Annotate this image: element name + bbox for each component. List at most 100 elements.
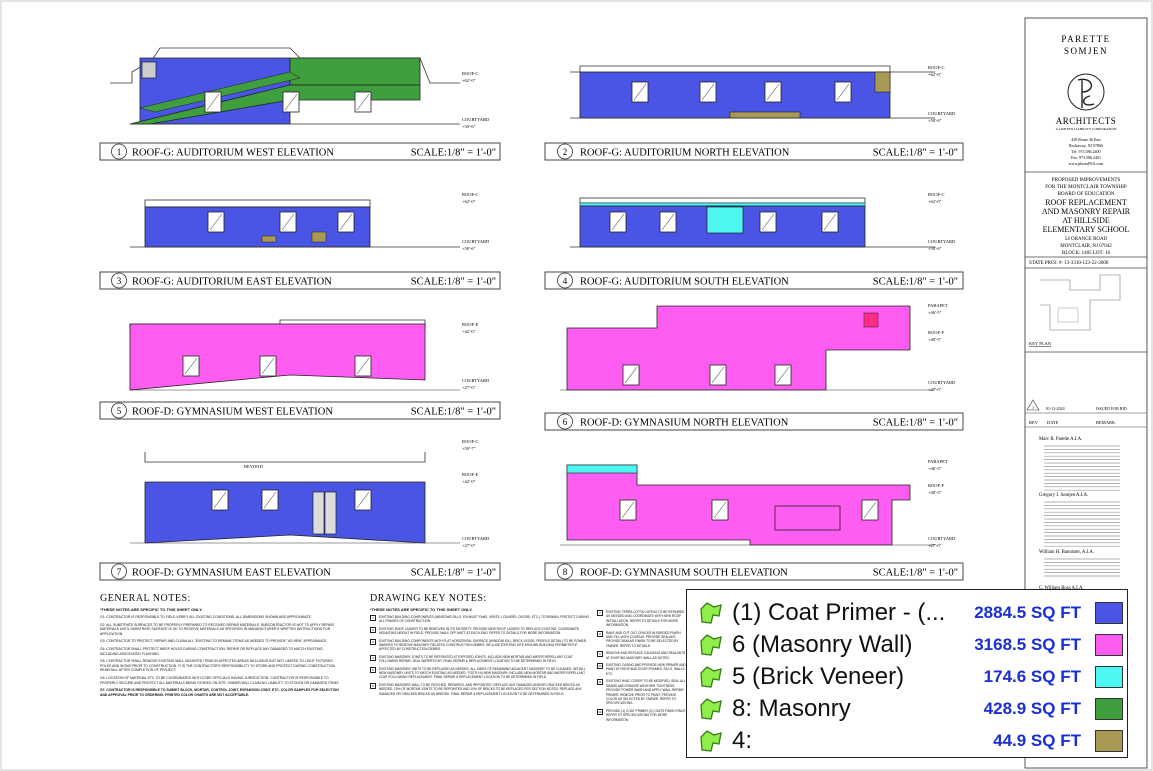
window-glyph-diagonal: [611, 213, 625, 231]
elev7-roof-e: ROOF-E: [462, 472, 479, 477]
elev6-roof-f: ROOF-F: [928, 330, 945, 335]
window-glyph-diagonal: [776, 366, 790, 384]
firm-name-1: PARETTE: [1061, 34, 1110, 44]
legend-row[interactable]: 5 (Brick Veneer) 174.6 SQ FT: [687, 662, 1127, 692]
key-note-11: EXISTING HVAC COVER TO BE MODIFIED. SEAL…: [606, 679, 686, 706]
elevation-1-number: 1: [117, 147, 122, 157]
key-plan: [1040, 274, 1121, 331]
rev-header: REV: [1029, 420, 1039, 425]
window-glyph-diagonal: [836, 83, 850, 101]
elevation-5: 5 ROOF-D: GYMNASIUM WEST ELEVATION SCALE…: [99, 319, 501, 420]
legend-swatch: [1095, 602, 1123, 624]
general-note-g6: G6. LOCATION OF MATERIAL ETC TO BE COORD…: [100, 675, 340, 685]
window-glyph-diagonal: [863, 501, 877, 519]
elevation-6-scale: SCALE:1/8" = 1'-0": [873, 418, 958, 429]
legend-row[interactable]: 4: 44.9 SQ FT: [687, 726, 1127, 756]
date-header: DATE: [1047, 420, 1059, 425]
elev7-el-27: +27'-0": [462, 543, 476, 548]
legend-value: 174.6 SQ FT: [983, 667, 1081, 686]
elevation-8-title: ROOF-D: GYMNASIUM SOUTH ELEVATION: [580, 568, 788, 579]
elevation-2: 2 ROOF-G: AUDITORIUM NORTH ELEVATION SCA…: [544, 65, 964, 161]
legend-swatch: [1095, 698, 1123, 720]
general-notes-subtitle: *THESE NOTES ARE SPECIFIC TO THIS SHEET …: [100, 607, 203, 612]
revision-remark: ISSUED FOR BID: [1096, 406, 1127, 411]
legend-row[interactable]: 6 (Masonry Wall) 3168.5 SQ FT: [687, 630, 1127, 660]
architect-1: Marc R. Parette A.I.A.: [1039, 437, 1082, 442]
elev5-roof-e: ROOF-E: [462, 322, 479, 327]
window-glyph-diagonal: [356, 357, 370, 375]
drawing-key-notes-col2: 7 EXISTING TERRA COTTA COPING TO BE REPAI…: [597, 610, 687, 722]
window-glyph-diagonal: [263, 491, 277, 509]
general-note-g7: G7. CONTRACTOR IS RESPONSIBLE TO SUBMIT …: [100, 688, 339, 697]
state-project-number: STATE PROJ. #: 13-3310-123-22-2000: [1029, 261, 1109, 266]
legend-value: 44.9 SQ FT: [993, 731, 1081, 750]
elev4-roof-c: ROOF-C: [928, 192, 945, 197]
legend-swatch: [1095, 730, 1123, 752]
window-details: [182, 81, 879, 535]
window-glyph-diagonal: [284, 93, 298, 111]
project-line-2: AND MASONRY REPAIR: [1042, 207, 1131, 216]
window-glyph-diagonal: [761, 213, 775, 231]
key-note-1: EXISTING BUILDING COMPONENTS (WINDOWS SI…: [379, 615, 589, 624]
elev8-el-40: +40'-5": [928, 490, 942, 495]
project-line-4: ELEMENTARY SCHOOL: [1043, 225, 1130, 234]
window-glyph-diagonal: [213, 491, 227, 509]
area-markup-icon: [700, 602, 722, 624]
general-note-g4: G4. CONTRACTOR SHALL PROTECT WEEP HOLES …: [100, 646, 324, 656]
window-glyph-diagonal: [661, 213, 675, 231]
elevation-5-number: 5: [117, 406, 122, 416]
general-notes: GENERAL NOTES: *THESE NOTES ARE SPECIFIC…: [100, 593, 340, 697]
elevation-8-scale: SCALE:1/8" = 1'-0": [873, 568, 958, 579]
elevation-5-scale: SCALE:1/8" = 1'-0": [411, 407, 496, 418]
elev6-el-46: +46'-5": [928, 310, 942, 315]
elevation-6-title: ROOF-D: GYMNASIUM NORTH ELEVATION: [580, 418, 789, 429]
legend-swatch: [1095, 666, 1123, 688]
elevation-8: 8 ROOF-D: GYMNASIUM SOUTH ELEVATION SCAL…: [544, 459, 964, 581]
window-glyph-diagonal: [711, 366, 725, 384]
area-markup-icon: [700, 666, 722, 688]
elevation-1-title: ROOF-G: AUDITORIUM WEST ELEVATION: [132, 148, 334, 159]
elev2-roof-c: ROOF-C: [928, 65, 945, 70]
window-glyph-diagonal: [356, 93, 370, 111]
remark-header: REMARK: [1096, 420, 1116, 425]
project-line-3: AT HILLSIDE: [1062, 216, 1110, 225]
for-label: FOR THE MONTCLAIR TOWNSHIP: [1045, 184, 1127, 190]
elev7-el-50b: +50'-7": [462, 446, 476, 451]
elevation-7-number: 7: [117, 567, 122, 577]
firm-tel: Tel. 973.586.2400: [1071, 149, 1100, 154]
elevation-3-number: 3: [117, 276, 122, 286]
project-street: 54 ORANGE ROAD: [1065, 237, 1108, 242]
elevation-5-title: ROOF-D: GYMNASIUM WEST ELEVATION: [132, 407, 333, 418]
elev3-roof-c: ROOF-C: [462, 192, 479, 197]
elev7-beyond: BEYOND: [244, 464, 263, 469]
key-plan-label: KEY PLAN: [1029, 341, 1052, 346]
elev3-el-62: +62'-0": [462, 199, 476, 204]
project-block-lot: BLOCK: 1405 LOT: 16: [1062, 251, 1110, 256]
elevation-2-title: ROOF-G: AUDITORIUM NORTH ELEVATION: [580, 148, 790, 159]
key-note-4: EXISTING MASONRY JOINTS TO BE REPOINTED …: [379, 654, 573, 664]
elev4-el-62: +62'-0": [928, 199, 942, 204]
firm-subtitle: A LIMITED LIABILITY CORPORATION: [1055, 127, 1116, 131]
key-note-3: EXISTING BUILDING COMPONENTS WITH FLAT H…: [379, 638, 588, 652]
legend-row[interactable]: (1) Coat Primer - (... 2884.5 SQ FT: [687, 598, 1127, 628]
legend-row[interactable]: 8: Masonry 428.9 SQ FT: [687, 694, 1127, 724]
elev8-roof-f: ROOF-F: [928, 483, 945, 488]
firm-fax: Fax. 973.586.2401: [1071, 155, 1101, 160]
firm-name-3: ARCHITECTS: [1056, 116, 1117, 126]
area-markup-icon: [700, 730, 722, 752]
firm-address-1: 439 Route 46 East: [1071, 137, 1101, 142]
general-notes-title: GENERAL NOTES:: [100, 593, 191, 604]
general-note-g1: G1. CONTRACTOR IS RESPONSIBLE TO FIELD V…: [100, 615, 312, 619]
key-note-8: RAKE AND CUT OUT CRACKS IN PARGED FINISH…: [606, 630, 681, 648]
elev2-courtyard: COURTYARD: [928, 111, 956, 116]
window-glyph-diagonal: [339, 213, 353, 231]
window-glyph-diagonal: [261, 357, 275, 375]
louver-glyph: [312, 491, 325, 535]
key-note-7: EXISTING TERRA COTTA COPING TO BE REPAIR…: [606, 610, 685, 628]
elevation-3: 3 ROOF-G: AUDITORIUM EAST ELEVATION SCAL…: [99, 192, 501, 290]
elev8-parapet: PARAPET: [928, 459, 948, 464]
elevation-4-scale: SCALE:1/8" = 1'-0": [873, 277, 958, 288]
elev3-courtyard: COURTYARD: [462, 239, 490, 244]
